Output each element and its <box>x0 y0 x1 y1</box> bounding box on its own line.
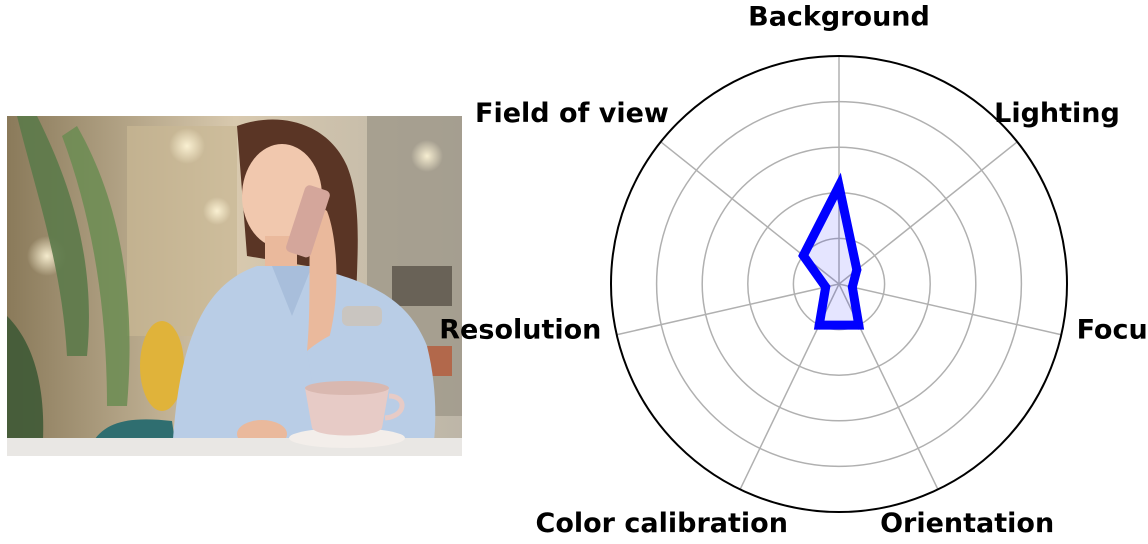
axis-label-focus: Focus <box>1077 314 1148 345</box>
radar-series-layer <box>798 172 865 330</box>
data-point-focus <box>847 282 857 292</box>
spoke-focus <box>838 283 1062 336</box>
axis-label-field-of-view: Field of view <box>475 98 669 129</box>
data-point-resolution <box>821 282 831 292</box>
radar-outer-ring <box>610 55 1068 513</box>
radar-axis-labels: Background Lighting Focus Orientation Color … <box>439 2 1148 540</box>
data-point-background <box>834 181 844 191</box>
data-point-lighting <box>852 265 862 275</box>
axis-label-color-calibration: Color calibration <box>536 508 788 539</box>
data-point-field-of-view <box>798 251 808 261</box>
spoke-resolution <box>616 283 840 336</box>
data-point-orientation <box>854 320 864 330</box>
axis-label-background: Background <box>748 2 930 33</box>
axis-label-orientation: Orientation <box>880 508 1054 539</box>
axis-label-resolution: Resolution <box>439 314 601 345</box>
cafe-photo <box>7 116 462 456</box>
photo-illustration <box>7 116 462 456</box>
series-polygon-1 <box>798 172 865 330</box>
data-point-color-calibration <box>814 320 824 330</box>
axis-label-lighting: Lighting <box>994 98 1120 129</box>
spoke-lighting <box>838 141 1018 285</box>
